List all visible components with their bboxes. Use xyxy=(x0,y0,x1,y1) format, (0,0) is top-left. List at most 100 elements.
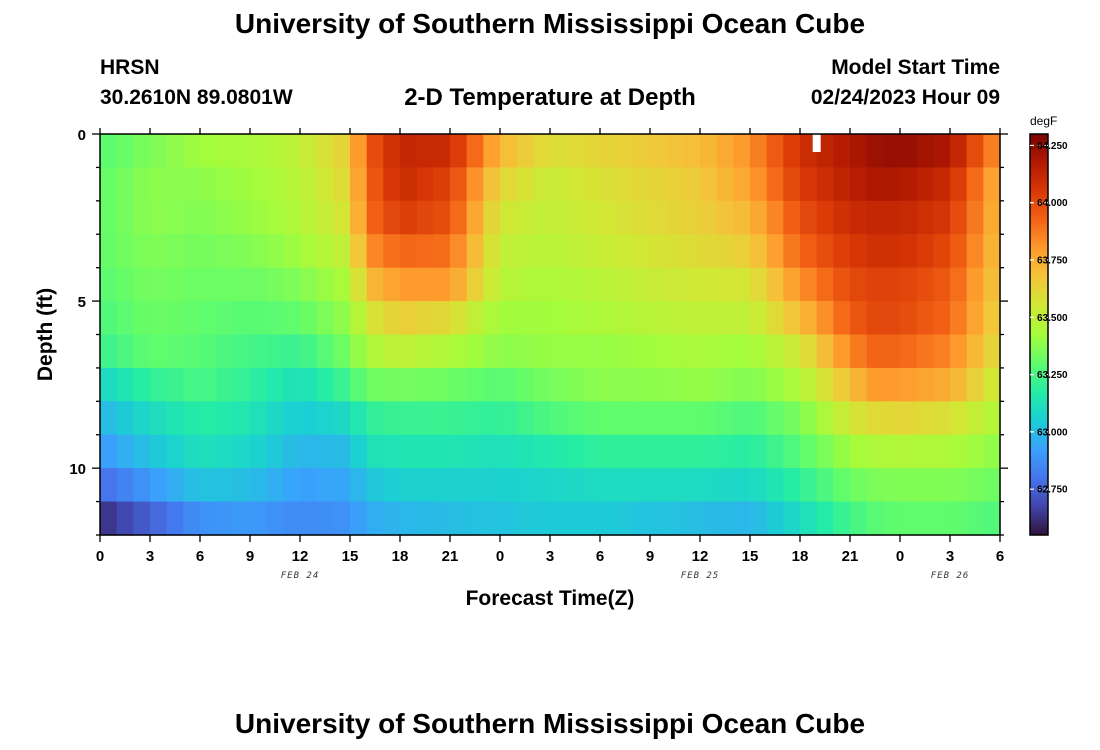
heatmap-cell xyxy=(250,501,268,536)
heatmap-cell xyxy=(750,200,768,235)
colorbar-tick-label: 62.750 xyxy=(1037,485,1068,496)
heatmap-cell xyxy=(150,501,168,536)
heatmap-cell xyxy=(766,434,784,469)
heatmap-cell xyxy=(383,501,401,536)
heatmap-cell xyxy=(566,234,584,269)
heatmap-cell xyxy=(416,334,434,369)
heatmap-cell xyxy=(450,200,468,235)
heatmap-cell xyxy=(100,367,118,402)
heatmap-cell xyxy=(250,167,268,202)
heatmap-cell xyxy=(233,501,251,536)
heatmap-cell xyxy=(850,267,868,302)
heatmap-cell xyxy=(216,234,234,269)
x-tick-label: 9 xyxy=(246,548,254,565)
heatmap-cell xyxy=(566,501,584,536)
heatmap-cell xyxy=(133,134,151,169)
heatmap-cell xyxy=(733,301,751,336)
heatmap-cell xyxy=(200,434,218,469)
heatmap-cell xyxy=(500,301,518,336)
heatmap-cell xyxy=(883,501,901,536)
heatmap-cell xyxy=(483,134,501,169)
heatmap-cell xyxy=(766,501,784,536)
heatmap-cell xyxy=(950,167,968,202)
heatmap-cell xyxy=(850,434,868,469)
heatmap-cell xyxy=(833,234,851,269)
heatmap-cell xyxy=(850,468,868,503)
heatmap-cell xyxy=(816,367,834,402)
heatmap-cell xyxy=(983,501,1001,536)
x-tick-label: 0 xyxy=(496,548,504,565)
heatmap-cell xyxy=(366,334,384,369)
heatmap xyxy=(100,134,1001,536)
heatmap-cell xyxy=(983,334,1001,369)
heatmap-cell xyxy=(200,267,218,302)
heatmap-cell xyxy=(450,334,468,369)
heatmap-cell xyxy=(950,301,968,336)
heatmap-cell xyxy=(416,134,434,169)
heatmap-cell xyxy=(650,334,668,369)
heatmap-cell xyxy=(366,267,384,302)
heatmap-cell xyxy=(333,334,351,369)
heatmap-cell xyxy=(983,401,1001,436)
heatmap-cell xyxy=(850,167,868,202)
heatmap-cell xyxy=(850,401,868,436)
heatmap-cell xyxy=(400,401,418,436)
current-time-marker xyxy=(812,134,821,152)
heatmap-cell xyxy=(833,468,851,503)
heatmap-cell xyxy=(100,434,118,469)
heatmap-cell xyxy=(716,301,734,336)
heatmap-cell xyxy=(983,200,1001,235)
x-tick-label: 21 xyxy=(442,548,459,565)
heatmap-cell xyxy=(900,301,918,336)
heatmap-cell xyxy=(600,434,618,469)
heatmap-cell xyxy=(716,334,734,369)
heatmap-cell xyxy=(766,301,784,336)
heatmap-cell xyxy=(183,334,201,369)
heatmap-cell xyxy=(900,200,918,235)
heatmap-cell xyxy=(866,167,884,202)
heatmap-cell xyxy=(450,468,468,503)
heatmap-cell xyxy=(883,401,901,436)
heatmap-cell xyxy=(600,234,618,269)
heatmap-cell xyxy=(100,334,118,369)
heatmap-cell xyxy=(400,468,418,503)
heatmap-cell xyxy=(983,267,1001,302)
heatmap-cell xyxy=(600,267,618,302)
heatmap-cell xyxy=(416,234,434,269)
heatmap-cell xyxy=(550,434,568,469)
heatmap-cell xyxy=(383,167,401,202)
heatmap-cell xyxy=(100,401,118,436)
heatmap-cell xyxy=(350,401,368,436)
heatmap-cell xyxy=(633,267,651,302)
heatmap-cell xyxy=(200,200,218,235)
heatmap-cell xyxy=(450,434,468,469)
heatmap-cell xyxy=(850,367,868,402)
heatmap-cell xyxy=(883,267,901,302)
heatmap-cell xyxy=(300,301,318,336)
heatmap-cell xyxy=(966,134,984,169)
heatmap-cell xyxy=(416,167,434,202)
heatmap-cell xyxy=(483,434,501,469)
heatmap-cell xyxy=(583,501,601,536)
heatmap-cell xyxy=(133,401,151,436)
heatmap-cell xyxy=(483,401,501,436)
heatmap-cell xyxy=(900,434,918,469)
heatmap-cell xyxy=(983,134,1001,169)
heatmap-cell xyxy=(666,167,684,202)
heatmap-cell xyxy=(783,334,801,369)
heatmap-cell xyxy=(800,267,818,302)
heatmap-cell xyxy=(783,367,801,402)
heatmap-cell xyxy=(266,267,284,302)
heatmap-cell xyxy=(550,468,568,503)
heatmap-cell xyxy=(133,468,151,503)
heatmap-cell xyxy=(783,200,801,235)
heatmap-cell xyxy=(366,301,384,336)
heatmap-cell xyxy=(483,468,501,503)
heatmap-cell xyxy=(183,468,201,503)
heatmap-cell xyxy=(866,501,884,536)
heatmap-cell xyxy=(716,167,734,202)
heatmap-cell xyxy=(583,401,601,436)
heatmap-cell xyxy=(133,501,151,536)
heatmap-cell xyxy=(716,468,734,503)
heatmap-cell xyxy=(183,200,201,235)
